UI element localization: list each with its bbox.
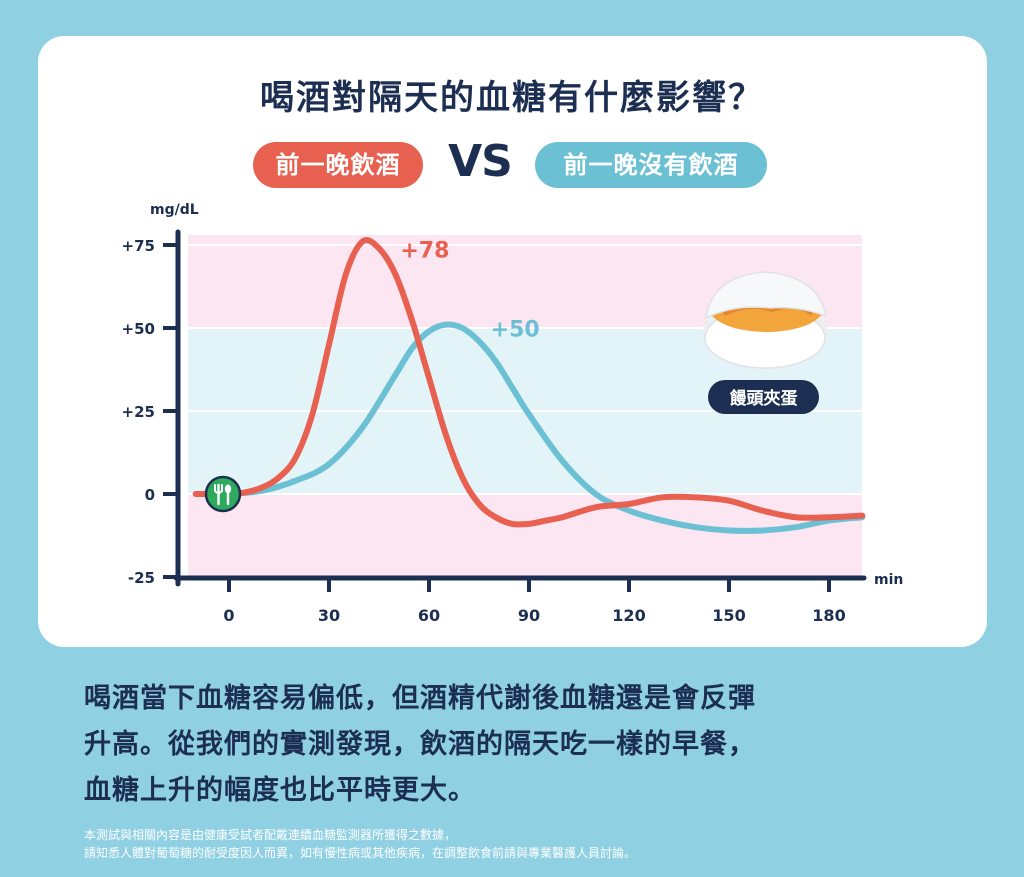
y-tick-label: -25: [128, 569, 155, 587]
footer-line: 血糖上升的幅度也比平時更大。: [84, 775, 476, 806]
chart-axes: +75 +50 +25 0 -25 0 30 60 90 120 150 180 mg/dL min: [122, 202, 904, 625]
x-tick-label: 180: [812, 606, 845, 625]
x-axis-label: min: [874, 572, 903, 588]
y-tick-label: +25: [122, 403, 155, 421]
y-tick-label: +50: [122, 320, 155, 338]
series-line-no-drink: [226, 321, 866, 534]
footer-disclaimer: 本測試與相關內容是由健康受試者配戴連續血糖監測器所獲得之數據， 請知悉人體對葡萄…: [84, 826, 964, 862]
y-axis-label: mg/dL: [150, 202, 199, 218]
legend-drink-pill: 前一晚飲酒: [253, 142, 423, 188]
food-label: 饅頭夾蛋: [730, 388, 798, 409]
fork-spoon-icon: [214, 483, 232, 506]
footer-line: 喝酒當下血糖容易偏低，但酒精代謝後血糖還是會反彈: [84, 683, 756, 714]
x-tick-label: 0: [223, 606, 234, 625]
steamed-bun-egg-icon: [702, 271, 828, 370]
chart-labels: +78 +50: [400, 239, 539, 343]
glucose-chart: +75 +50 +25 0 -25 0 30 60 90 120 150 180 mg/dL min +7…: [122, 202, 904, 625]
x-tick-label: 90: [518, 606, 540, 625]
start-marker: [204, 475, 242, 513]
fork-tines: [214, 484, 223, 494]
footer-description: 喝酒當下血糖容易偏低，但酒精代謝後血糖還是會反彈 升高。從我們的實測發現，飲酒的…: [84, 676, 964, 814]
chart-band: [188, 494, 862, 577]
vs-label: VS: [448, 136, 513, 187]
x-tick-label: 60: [418, 606, 440, 625]
x-tick-label: 30: [318, 606, 340, 625]
x-tick-label: 150: [712, 606, 745, 625]
footer-line: 升高。從我們的實測發現，飲酒的隔天吃一樣的早餐，: [84, 729, 756, 760]
spoon-bowl: [224, 484, 232, 494]
footer-note-line: 本測試與相關內容是由健康受試者配戴連續血糖監測器所獲得之數據，: [84, 828, 457, 842]
y-tick-label: +75: [122, 237, 155, 255]
series-line-drink: [192, 237, 866, 528]
legend-no-drink-pill: 前一晚沒有飲酒: [535, 142, 767, 188]
chart-series: [192, 237, 866, 534]
peak-label-drink: +78: [400, 239, 449, 264]
page-title: 喝酒對隔天的血糖有什麼影響？: [260, 78, 764, 118]
footer-note-line: 請知悉人體對葡萄糖的耐受度因人而異，如有慢性病或其他疾病，在調整飲食前請與專業醫…: [84, 846, 637, 860]
x-tick-label: 120: [612, 606, 645, 625]
food-label-badge: [708, 380, 819, 414]
peak-label-no-drink: +50: [491, 318, 540, 343]
food-annotation: 饅頭夾蛋: [702, 271, 828, 414]
start-marker-circle: [204, 475, 242, 513]
y-tick-label: 0: [145, 486, 155, 504]
